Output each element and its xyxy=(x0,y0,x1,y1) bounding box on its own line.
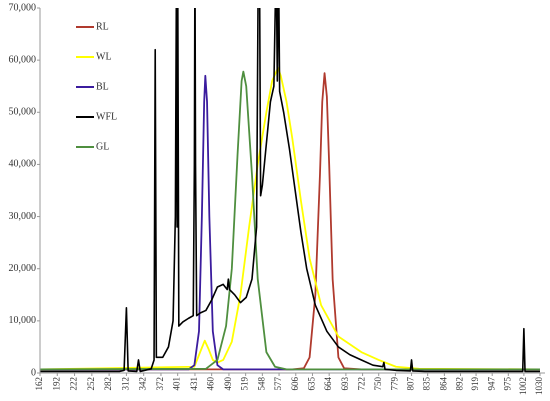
x-tick-label: 252 xyxy=(86,377,96,391)
x-tick-label: 807 xyxy=(406,377,416,391)
plot-area xyxy=(40,8,541,373)
legend-label: WL xyxy=(96,51,112,62)
x-tick-label: 548 xyxy=(256,377,266,391)
series-line xyxy=(40,74,540,371)
legend-label: WFL xyxy=(96,111,117,122)
legend-label: RL xyxy=(96,21,109,32)
x-tick-label: 282 xyxy=(103,377,113,391)
x-tick-label: 312 xyxy=(120,377,130,391)
x-tick-label: 431 xyxy=(189,377,199,391)
x-tick-label: 490 xyxy=(223,377,233,391)
y-tick-label: 10,000 xyxy=(9,315,37,326)
y-tick-label: 40,000 xyxy=(9,159,37,170)
x-tick-label: 1030 xyxy=(534,377,544,396)
x-tick-label: 635 xyxy=(307,377,317,391)
x-tick-label: 664 xyxy=(323,377,333,391)
x-tick-label: 222 xyxy=(69,377,79,391)
x-tick-label: 162 xyxy=(34,377,44,391)
y-tick-label: 60,000 xyxy=(9,54,37,65)
x-tick-label: 693 xyxy=(340,377,350,391)
x-tick-label: 519 xyxy=(240,377,250,391)
series-line xyxy=(40,67,541,371)
x-tick-label: 919 xyxy=(470,377,480,391)
x-tick-label: 750 xyxy=(373,377,383,391)
y-tick-label: 30,000 xyxy=(9,211,37,222)
x-tick-label: 835 xyxy=(422,377,432,391)
x-tick-label: 1002 xyxy=(518,377,528,395)
y-tick-label: 70,000 xyxy=(9,2,37,13)
series-line xyxy=(40,72,540,371)
y-tick-label: 50,000 xyxy=(9,107,37,118)
x-tick-label: 401 xyxy=(172,377,182,391)
legend-label: GL xyxy=(96,141,109,152)
series-line xyxy=(40,70,540,371)
x-tick-label: 975 xyxy=(502,377,512,391)
x-tick-label: 779 xyxy=(389,377,399,391)
x-tick-label: 606 xyxy=(290,377,300,391)
series-line xyxy=(40,8,540,373)
x-tick-label: 864 xyxy=(438,377,448,391)
x-tick-label: 722 xyxy=(357,377,367,391)
legend-label: BL xyxy=(96,81,109,92)
x-tick-label: 342 xyxy=(138,377,148,391)
x-tick-label: 947 xyxy=(486,377,496,391)
x-tick-label: 892 xyxy=(455,377,465,391)
y-tick-label: 0 xyxy=(31,367,36,378)
x-tick-label: 460 xyxy=(206,377,216,391)
y-tick-label: 20,000 xyxy=(9,263,37,274)
x-tick-label: 192 xyxy=(51,377,61,391)
x-tick-label: 372 xyxy=(155,377,165,391)
x-tick-label: 577 xyxy=(273,377,283,391)
